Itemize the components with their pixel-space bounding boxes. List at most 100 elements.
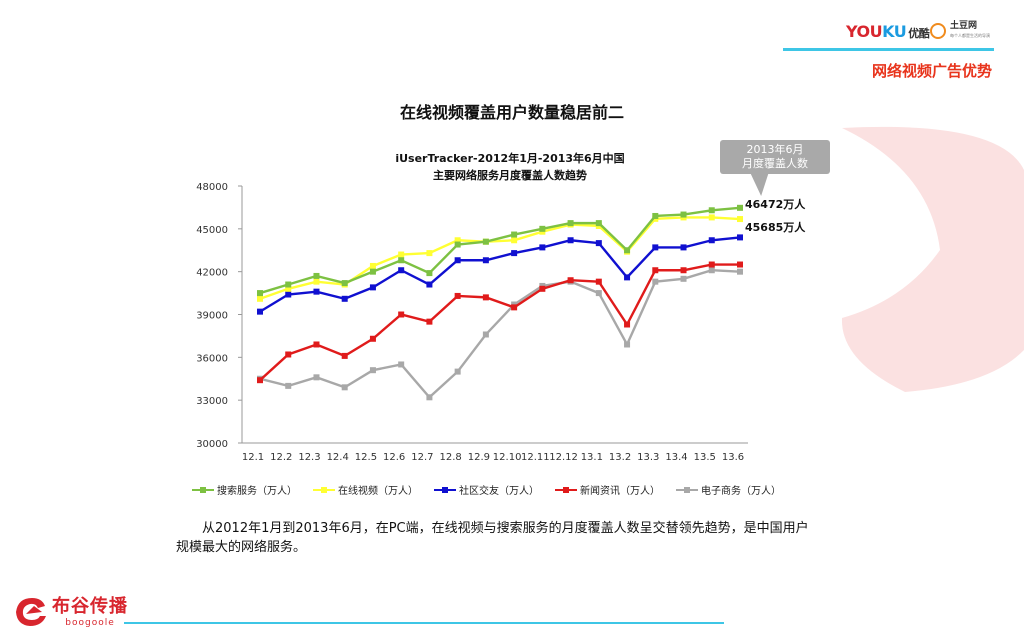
brand-name-en: boogoole: [65, 618, 115, 628]
data-point-search: [511, 231, 518, 238]
page-title: 在线视频覆盖用户数量稳居前二: [399, 103, 624, 122]
data-point-ecommerce: [285, 382, 292, 389]
data-point-social: [511, 250, 518, 257]
tudou-logo: 土豆网 每个人都是生活的导演: [930, 22, 990, 40]
data-point-ecommerce: [398, 361, 405, 368]
data-point-social: [567, 237, 574, 244]
x-tick-label: 12.8: [440, 452, 462, 463]
x-tick-label: 12.4: [327, 452, 349, 463]
data-point-search: [341, 280, 348, 287]
data-point-social: [680, 244, 687, 251]
series-line-ecommerce: [259, 269, 741, 400]
data-point-search: [398, 257, 405, 264]
legend-swatch-video: [313, 485, 335, 495]
x-tick-label: 12.6: [383, 452, 405, 463]
data-point-news: [257, 377, 263, 384]
body-paragraph: 从2012年1月到2013年6月，在PC端，在线视频与搜索服务的月度覆盖人数呈交…: [176, 521, 809, 555]
x-tick-label: 12.9: [468, 452, 490, 463]
legend-item-social: 社区交友（万人）: [434, 482, 539, 497]
data-point-social: [398, 267, 405, 274]
header-divider: [783, 48, 994, 51]
data-point-social: [737, 234, 743, 241]
section-title: 网络视频广告优势: [871, 62, 992, 80]
data-point-social: [482, 257, 489, 264]
bird-logo-icon: [16, 598, 46, 626]
data-point-social: [369, 284, 376, 291]
data-point-news: [313, 341, 320, 348]
x-tick-label: 12.3: [298, 452, 320, 463]
data-point-social: [624, 274, 631, 281]
data-point-ecommerce: [737, 268, 743, 275]
youku-logo: YOUKU 优酷: [846, 22, 930, 41]
legend-label-search: 搜索服务（万人）: [217, 486, 297, 497]
data-point-video: [285, 285, 292, 292]
brand-logo: 布谷传播 boogoole: [12, 592, 128, 628]
legend-label-news: 新闻资讯（万人）: [580, 486, 660, 497]
data-point-news: [454, 292, 461, 299]
x-tick-label: 12.7: [411, 452, 433, 463]
data-point-news: [737, 261, 743, 268]
legend-swatch-news: [555, 485, 577, 495]
chart-title-line1: iUserTracker-2012年1月-2013年6月中国: [395, 152, 625, 165]
footer-divider: [124, 622, 724, 624]
x-tick-label: 13.4: [665, 452, 687, 463]
x-tick-label: 12.10: [493, 452, 522, 463]
tudou-face-icon: [930, 23, 946, 39]
chart-title-line2: 主要网络服务月度覆盖人数趋势: [433, 169, 587, 182]
data-point-social: [426, 281, 433, 288]
y-tick-label: 36000: [196, 353, 228, 364]
data-point-ecommerce: [595, 290, 602, 297]
data-point-social: [708, 237, 715, 244]
y-tick-label: 42000: [196, 268, 228, 279]
legend-swatch-social: [434, 485, 456, 495]
x-tick-label: 13.1: [581, 452, 603, 463]
legend-item-news: 新闻资讯（万人）: [555, 482, 660, 497]
tudou-slogan: 每个人都是生活的导演: [950, 33, 990, 38]
chart-legend: 搜索服务（万人） 在线视频（万人） 社区交友（万人） 新闻资讯（万人） 电子商务（万人）: [192, 482, 797, 497]
data-point-search: [595, 220, 602, 227]
x-tick-label: 12.12: [549, 452, 578, 463]
data-point-social: [539, 244, 546, 251]
x-tick-label: 12.2: [270, 452, 292, 463]
data-point-search: [680, 211, 687, 218]
x-tick-label: 13.6: [722, 452, 744, 463]
data-point-social: [595, 240, 602, 247]
data-point-social: [285, 291, 292, 298]
data-point-video: [369, 262, 376, 269]
data-point-ecommerce: [708, 267, 715, 274]
series-line-social: [259, 236, 741, 313]
legend-label-social: 社区交友（万人）: [459, 486, 539, 497]
data-point-social: [313, 288, 320, 295]
x-tick-label: 12.5: [355, 452, 377, 463]
data-point-social: [341, 295, 348, 302]
legend-item-search: 搜索服务（万人）: [192, 482, 297, 497]
search-value-label: 46472万人: [745, 198, 806, 211]
data-point-news: [482, 294, 489, 301]
data-point-news: [624, 321, 631, 328]
video-value-label: 45685万人: [745, 221, 806, 234]
x-tick-label: 13.5: [694, 452, 716, 463]
y-tick-label: 39000: [196, 311, 228, 322]
brand-name-cn: 布谷传播: [52, 596, 128, 617]
data-point-ecommerce: [454, 368, 461, 375]
legend-item-video: 在线视频（万人）: [313, 482, 418, 497]
x-tick-label: 13.2: [609, 452, 631, 463]
x-tick-label: 13.3: [637, 452, 659, 463]
data-point-social: [454, 257, 461, 264]
data-point-search: [313, 272, 320, 279]
callout-line2: 月度覆盖人数: [742, 157, 808, 170]
callout-tail: [749, 172, 774, 196]
data-point-search: [737, 204, 743, 211]
tudou-name: 土豆网: [950, 21, 978, 31]
data-point-ecommerce: [426, 394, 433, 401]
data-point-video: [398, 251, 405, 258]
data-point-video: [454, 237, 461, 244]
data-point-search: [257, 290, 263, 297]
data-point-news: [652, 267, 659, 274]
data-point-search: [708, 207, 715, 214]
y-tick-label: 33000: [196, 396, 228, 407]
data-point-ecommerce: [313, 374, 320, 381]
y-tick-label: 45000: [196, 225, 228, 236]
data-point-news: [511, 304, 518, 311]
